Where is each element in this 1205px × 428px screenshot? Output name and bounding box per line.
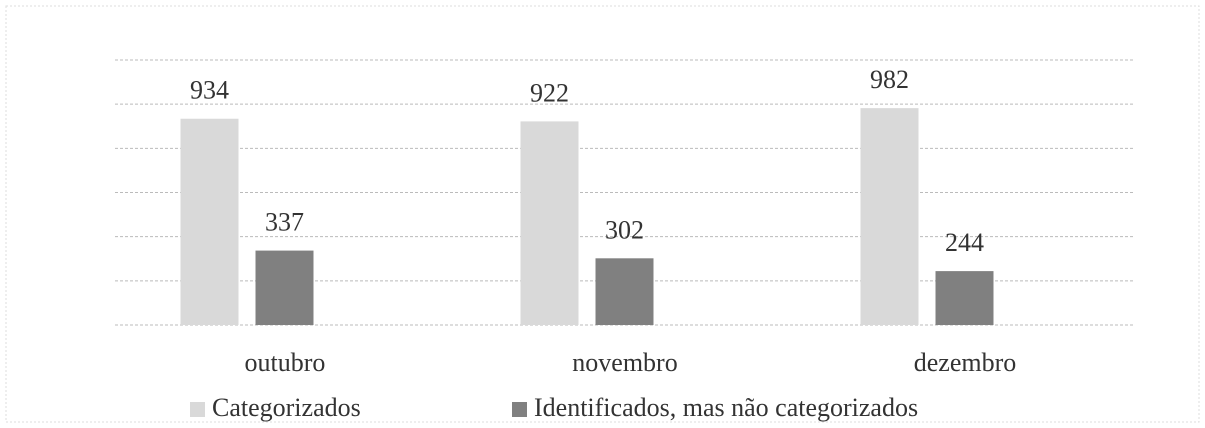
bar [520, 121, 579, 326]
data-label: 244 [945, 228, 984, 257]
data-label: 337 [265, 208, 304, 237]
legend-label: Identificados, mas não categorizados [534, 393, 918, 422]
data-label: 922 [530, 78, 569, 107]
bar [935, 271, 994, 325]
x-tick-label: dezembro [914, 348, 1017, 377]
data-label: 982 [870, 65, 909, 94]
x-tick-label: outubro [245, 348, 326, 377]
bar [255, 250, 314, 325]
legend-swatch [512, 402, 527, 417]
x-tick-label: novembro [572, 348, 677, 377]
data-label: 302 [605, 215, 644, 244]
bar [595, 258, 654, 325]
bar [180, 118, 239, 325]
frame [5, 5, 1200, 423]
legend-label: Categorizados [212, 393, 361, 422]
data-label: 934 [190, 76, 229, 105]
legend-swatch [190, 402, 205, 417]
bar [860, 108, 919, 326]
